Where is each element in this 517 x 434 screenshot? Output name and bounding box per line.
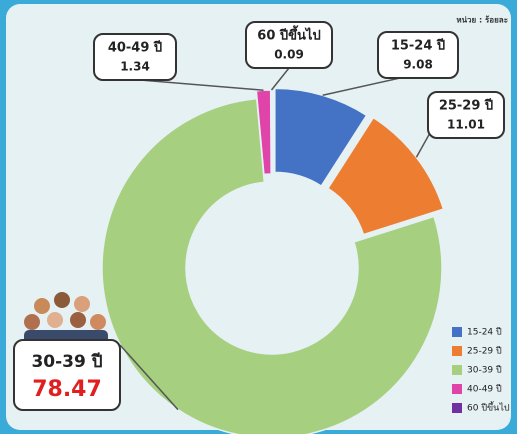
callout-value: 11.01 [447,118,485,132]
callout-category: 40-49 ปี [108,40,162,56]
callout-value: 1.34 [120,60,150,74]
callout-category: 30-39 ปี [31,351,102,372]
legend-label: 25-29 ปี [467,346,502,357]
legend-swatch [452,346,462,356]
legend-label: 15-24 ปี [467,327,502,338]
legend-swatch [452,403,462,413]
callout-category: 15-24 ปี [391,38,445,54]
callout-value: 78.47 [32,377,102,402]
chart: หน่วย : ร้อยละ 15-24 ปี 9.08 25-29 ปี 11.01… [0,0,517,434]
unit-label: หน่วย : ร้อยละ [456,15,508,25]
legend-label: 40-49 ปี [467,384,502,395]
legend-swatch [452,365,462,375]
callout-category: 25-29 ปี [439,98,493,114]
callout-value: 9.08 [403,58,433,72]
legend-label: 30-39 ปี [467,365,502,376]
legend-swatch [452,327,462,337]
callout-value: 0.09 [274,48,304,62]
donut-segment [271,90,272,174]
legend-swatch [452,384,462,394]
